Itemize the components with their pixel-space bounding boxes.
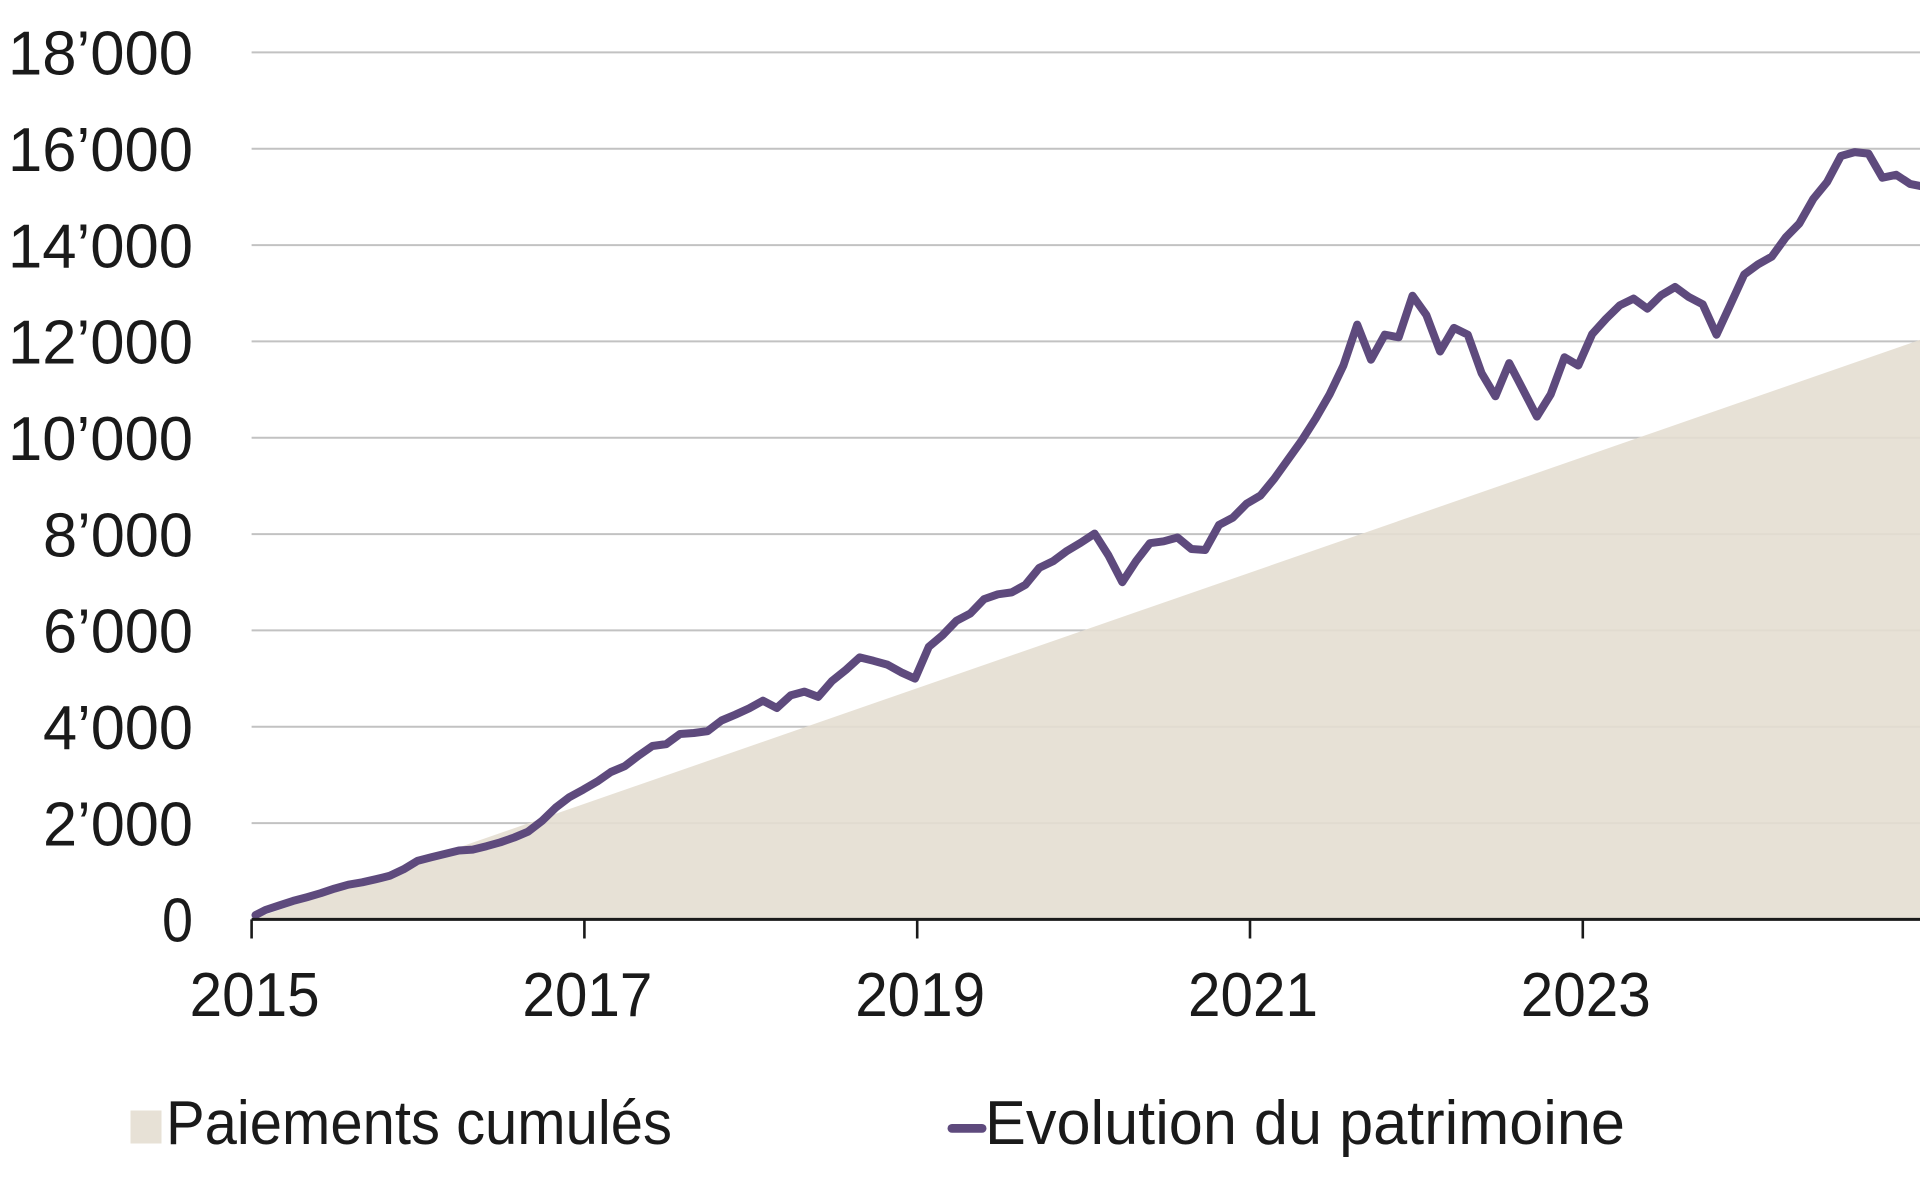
svg-text:16’000: 16’000 — [8, 116, 193, 185]
svg-text:2023: 2023 — [1521, 961, 1651, 1030]
svg-text:2019: 2019 — [855, 961, 985, 1030]
svg-text:18’000: 18’000 — [8, 20, 193, 89]
svg-text:6’000: 6’000 — [43, 598, 193, 667]
svg-text:Paiements cumulés: Paiements cumulés — [166, 1089, 672, 1158]
svg-text:2021: 2021 — [1188, 961, 1318, 1030]
svg-text:Evolution du patrimoine: Evolution du patrimoine — [985, 1089, 1625, 1158]
svg-text:2’000: 2’000 — [43, 790, 193, 859]
svg-text:2015: 2015 — [190, 961, 320, 1030]
svg-text:0: 0 — [162, 887, 193, 956]
svg-text:10’000: 10’000 — [8, 405, 193, 474]
svg-text:14’000: 14’000 — [8, 212, 193, 281]
svg-text:12’000: 12’000 — [8, 309, 193, 378]
svg-text:4’000: 4’000 — [43, 694, 193, 763]
svg-text:8’000: 8’000 — [43, 501, 193, 570]
svg-text:2017: 2017 — [522, 961, 652, 1030]
